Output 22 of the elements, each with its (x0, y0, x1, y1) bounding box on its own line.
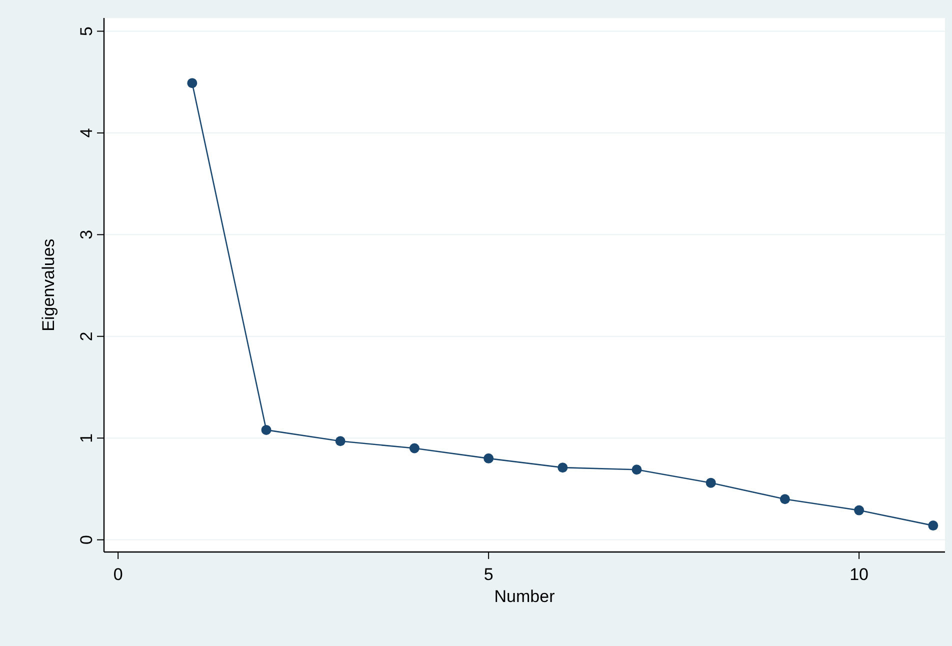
y-tick-label: 4 (77, 128, 96, 138)
x-tick-label: 5 (484, 565, 494, 584)
point (706, 478, 716, 488)
point (558, 462, 568, 473)
point (409, 443, 420, 454)
y-axis-title: Eigenvalues (39, 238, 58, 332)
point (928, 520, 938, 531)
x-tick-label: 0 (113, 565, 123, 584)
point (854, 505, 864, 516)
point (187, 78, 198, 88)
y-tick-label: 5 (77, 26, 96, 36)
y-tick-label: 1 (77, 433, 96, 443)
point (261, 424, 272, 435)
x-tick-label: 10 (850, 565, 869, 584)
point (632, 464, 642, 475)
point (484, 453, 494, 464)
point (335, 436, 346, 446)
y-tick-label: 3 (77, 230, 96, 240)
point (780, 494, 790, 504)
y-tick-label: 0 (77, 535, 96, 545)
y-tick-label: 2 (77, 332, 96, 342)
x-axis-title: Number (494, 587, 556, 606)
